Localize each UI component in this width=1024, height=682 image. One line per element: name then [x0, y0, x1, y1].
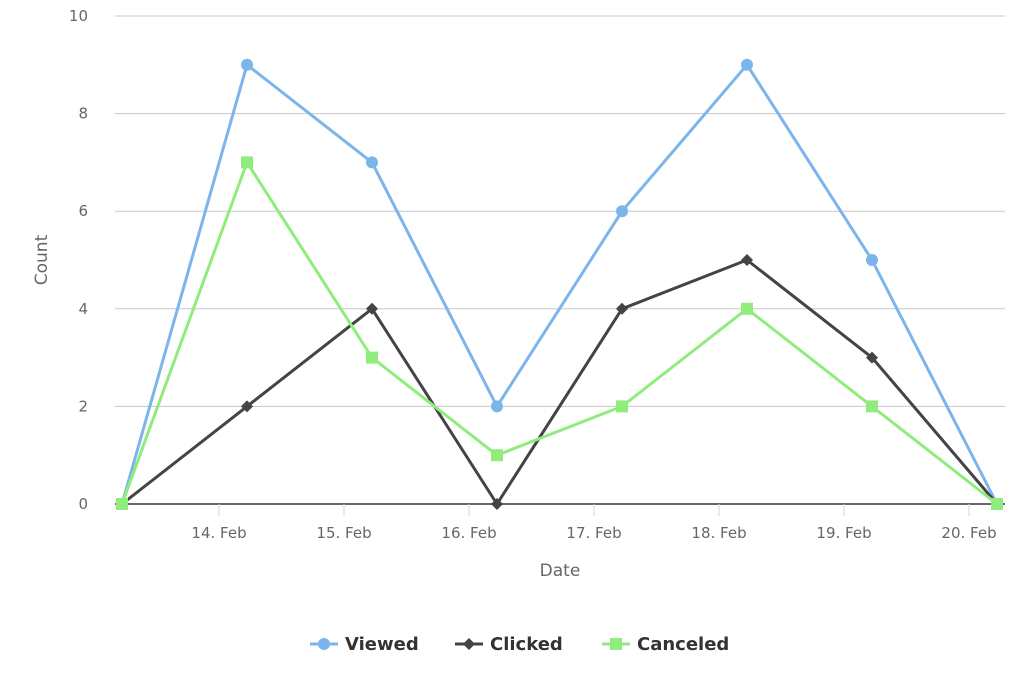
- y-tick-label: 4: [78, 300, 88, 318]
- series-line-canceled: [120, 160, 998, 506]
- data-point-viewed: [241, 58, 253, 71]
- data-point-clicked: [491, 498, 503, 510]
- y-tick-label: 0: [78, 495, 88, 513]
- x-tick-label: 19. Feb: [816, 524, 871, 542]
- y-tick-label: 8: [78, 105, 88, 123]
- data-point-canceled: [616, 400, 628, 413]
- y-tick-label: 2: [78, 397, 88, 415]
- data-point-viewed: [491, 400, 503, 413]
- legend-marker-viewed: [318, 638, 330, 650]
- data-point-canceled: [116, 498, 128, 510]
- legend-item-viewed[interactable]: Viewed: [345, 634, 419, 655]
- legend-item-clicked[interactable]: Clicked: [490, 634, 563, 655]
- legend-marker-canceled: [610, 638, 622, 650]
- data-point-clicked: [741, 254, 753, 266]
- x-tick-label: 14. Feb: [191, 524, 246, 542]
- y-tick-label: 6: [78, 202, 88, 220]
- data-point-clicked: [241, 400, 253, 413]
- data-point-clicked: [616, 302, 628, 315]
- data-point-clicked: [866, 351, 878, 364]
- data-point-viewed: [741, 58, 753, 71]
- x-tick-label: 16. Feb: [441, 524, 496, 542]
- y-tick-label: 10: [69, 7, 88, 25]
- y-axis-title: Count: [32, 234, 52, 285]
- data-point-canceled: [741, 302, 753, 315]
- x-tick-label: 15. Feb: [316, 524, 371, 542]
- x-tick-label: 17. Feb: [566, 524, 621, 542]
- data-point-viewed: [616, 205, 628, 218]
- x-tick-label: 18. Feb: [691, 524, 746, 542]
- series-line-viewed: [120, 63, 999, 505]
- legend-item-canceled[interactable]: Canceled: [637, 634, 729, 655]
- series-line-clicked: [121, 258, 999, 506]
- data-point-clicked: [366, 302, 378, 315]
- data-point-canceled: [991, 498, 1003, 510]
- data-point-viewed: [866, 254, 878, 266]
- x-tick-label: 20. Feb: [941, 524, 996, 542]
- data-point-canceled: [491, 449, 503, 462]
- legend-marker-clicked: [463, 638, 475, 650]
- x-axis-title: Date: [540, 561, 581, 581]
- data-point-viewed: [366, 156, 378, 169]
- data-point-canceled: [366, 351, 378, 364]
- data-point-canceled: [241, 156, 253, 169]
- data-point-canceled: [866, 400, 878, 413]
